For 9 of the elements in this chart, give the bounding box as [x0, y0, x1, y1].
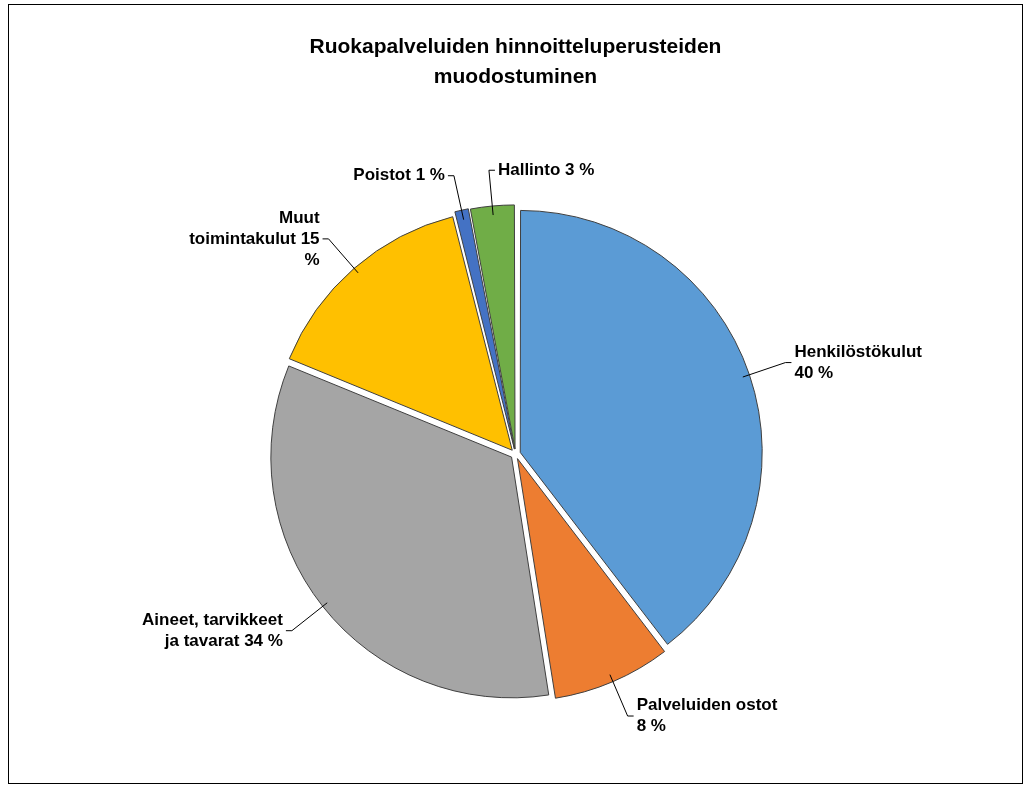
slice-label: Muut toimintakulut 15 % [189, 207, 320, 269]
slice-label: Aineet, tarvikkeet ja tavarat 34 % [142, 609, 284, 650]
data-label: 40 % [794, 362, 834, 382]
data-label: 8 % [636, 716, 666, 736]
slice-label: Hallinto 3 % [497, 159, 595, 179]
slice-label: Poistot 1 % [353, 165, 445, 185]
slice-label: Palveluiden ostot [636, 695, 778, 715]
chart-title: Ruokapalveluiden hinnoitteluperusteiden muodostuminen [308, 33, 723, 89]
slice-label: Henkilöstökulut [794, 341, 923, 361]
